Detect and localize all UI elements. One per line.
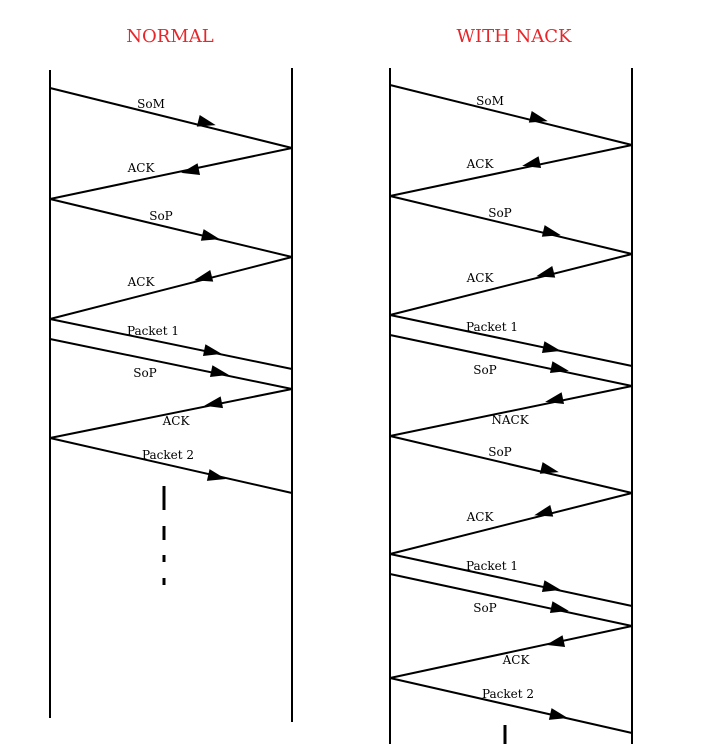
with-nack-message-line-ack — [389, 144, 633, 197]
with-nack-message-line-sop — [389, 195, 633, 255]
normal-message-label-sop: SoP — [149, 209, 173, 223]
with-nack-message-line-sop — [389, 435, 633, 494]
with-nack-message-label-packet-1: Packet 1 — [466, 559, 518, 573]
with-nack-message-label-ack: ACK — [466, 157, 495, 171]
with-nack-message-line-packet-1 — [389, 314, 633, 367]
normal-arrowhead-ack — [181, 163, 201, 176]
with-nack-message-line-packet-1 — [389, 553, 633, 607]
with-nack-message-line-ack — [389, 253, 633, 316]
with-nack-arrowhead-nack — [545, 392, 565, 405]
normal-message-label-ack: ACK — [162, 414, 191, 428]
with-nack-message-label-ack: ACK — [502, 653, 531, 667]
normal-arrowhead-ack — [194, 269, 214, 282]
normal-message-label-som: SoM — [137, 97, 165, 111]
normal-arrowhead-ack — [204, 396, 224, 409]
normal-arrowhead-sop — [209, 365, 229, 378]
with-nack-message-line-sop — [389, 334, 633, 387]
with-nack-message-label-sop: SoP — [473, 363, 497, 377]
with-nack-arrowhead-packet-2 — [548, 708, 568, 720]
normal-arrowhead-packet-1 — [202, 344, 222, 357]
normal-arrowhead-sop — [200, 229, 220, 241]
normal-message-label-packet-2: Packet 2 — [142, 448, 194, 462]
title-with-nack: WITH NACK — [456, 26, 572, 47]
with-nack-message-line-ack — [389, 492, 633, 555]
normal-message-label-packet-1: Packet 1 — [127, 324, 179, 338]
with-nack-arrowhead-ack — [546, 635, 566, 647]
with-nack-message-line-ack — [389, 625, 633, 679]
with-nack-message-label-ack: ACK — [466, 271, 495, 285]
with-nack-message-line-nack — [389, 385, 633, 437]
with-nack-message-line-sop — [389, 573, 633, 627]
with-nack-message-label-packet-2: Packet 2 — [482, 687, 534, 701]
with-nack-arrowhead-ack — [536, 265, 556, 278]
with-nack-arrowhead-sop — [549, 361, 569, 374]
normal-message-line-packet-1 — [49, 318, 293, 370]
with-nack-message-line-packet-2 — [389, 677, 633, 734]
with-nack-arrowhead-packet-1 — [541, 341, 561, 354]
normal-message-label-sop: SoP — [133, 366, 157, 380]
with-nack-arrowhead-ack — [534, 504, 554, 517]
normal-message-line-packet-2 — [49, 437, 293, 494]
normal-message-line-ack — [49, 147, 293, 200]
normal-message-line-sop — [49, 338, 293, 390]
with-nack-message-line-som — [389, 84, 633, 146]
normal-message-line-ack — [49, 388, 293, 439]
with-nack-message-label-nack: NACK — [491, 413, 529, 427]
title-normal: NORMAL — [126, 26, 214, 47]
normal-arrowhead-packet-2 — [206, 469, 226, 481]
with-nack-message-label-sop: SoP — [488, 445, 512, 459]
with-nack-arrowhead-som — [528, 111, 548, 123]
normal-message-line-sop — [49, 198, 293, 258]
normal-message-line-ack — [49, 256, 293, 320]
with-nack-message-label-sop: SoP — [473, 601, 497, 615]
normal-message-label-ack: ACK — [127, 161, 156, 175]
normal-message-label-ack: ACK — [127, 275, 156, 289]
with-nack-arrowhead-sop — [539, 462, 559, 474]
normal-arrowhead-som — [196, 115, 216, 127]
with-nack-message-label-som: SoM — [476, 94, 504, 108]
with-nack-message-label-sop: SoP — [488, 206, 512, 220]
with-nack-arrowhead-packet-1 — [541, 580, 561, 592]
normal-message-line-som — [49, 87, 293, 149]
with-nack-arrowhead-sop — [549, 601, 569, 613]
with-nack-message-label-ack: ACK — [466, 510, 495, 524]
with-nack-arrowhead-sop — [541, 225, 561, 237]
with-nack-message-label-packet-1: Packet 1 — [466, 320, 518, 334]
with-nack-arrowhead-ack — [522, 156, 542, 169]
